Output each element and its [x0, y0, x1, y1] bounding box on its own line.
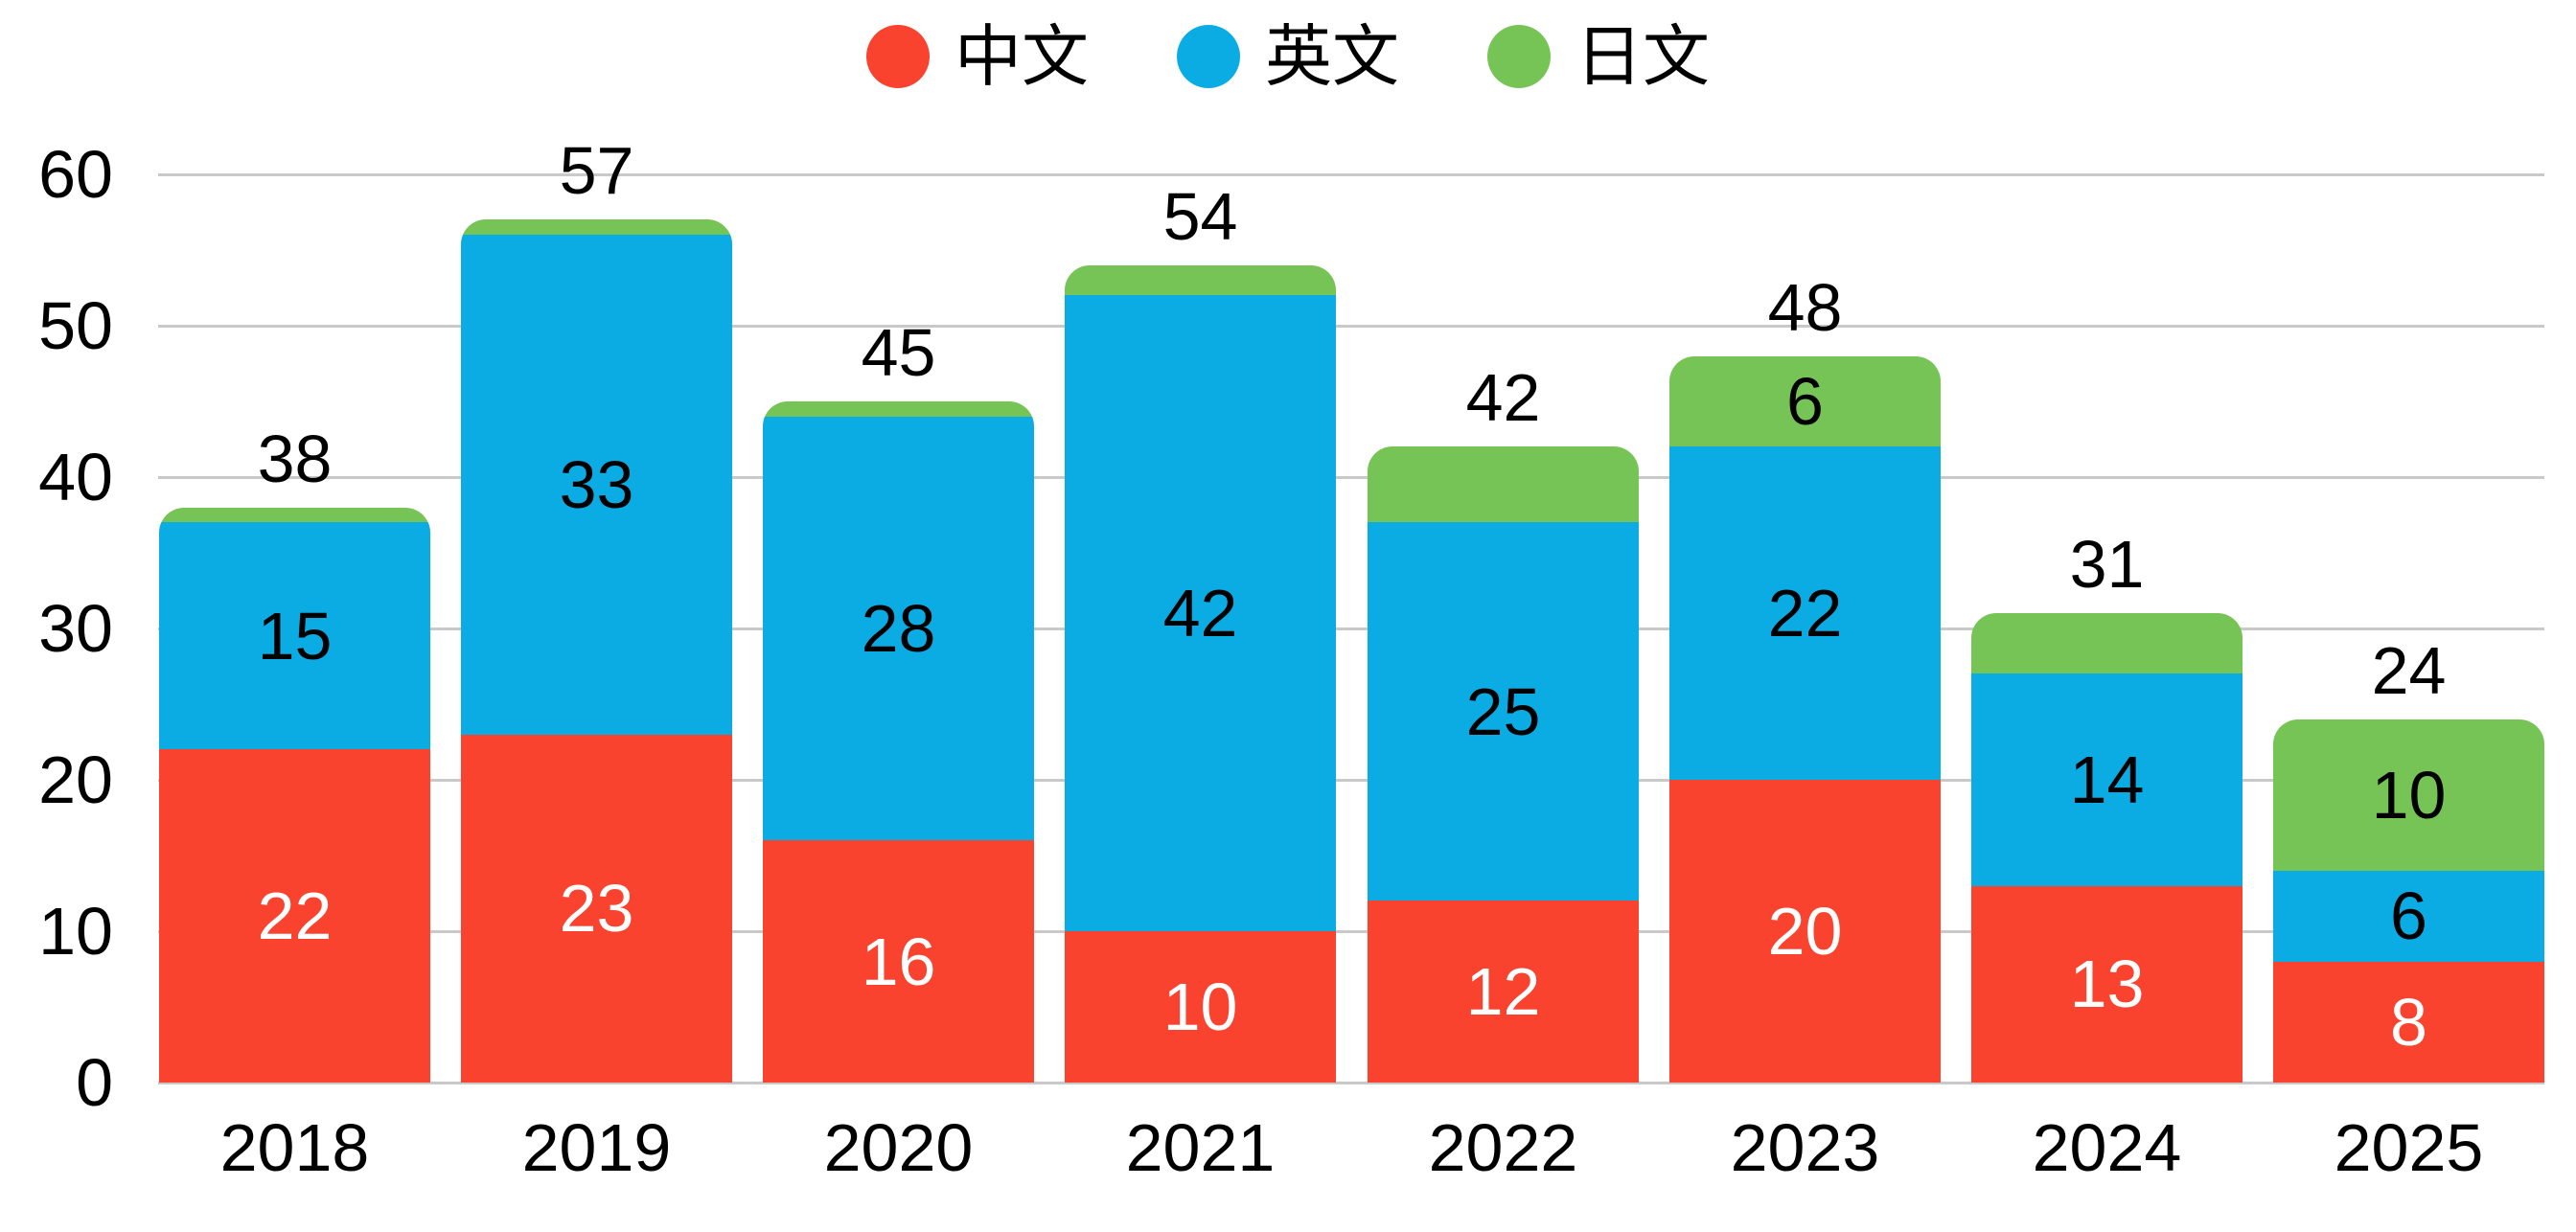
x-axis-category-label-2020: 2020: [823, 1110, 974, 1185]
segment-value-label: 14: [2069, 741, 2145, 817]
segment-value-label: 42: [1162, 576, 1238, 651]
segment-value-label: 20: [1767, 893, 1843, 969]
y-axis-tick-label-20: 20: [38, 742, 113, 817]
gridline-y-0: [158, 1081, 2544, 1084]
segment-value-label: 13: [2069, 947, 2145, 1022]
bar-2021-segment-ja: [1065, 264, 1336, 296]
bar-2022-segment-ja: [1368, 446, 1639, 523]
bar-2022-segment-zh: 12: [1368, 901, 1639, 1083]
bar-total-label-2019: 57: [559, 133, 634, 209]
legend-label-ja: 日文: [1576, 19, 1710, 94]
segment-value-label: 12: [1465, 954, 1541, 1030]
gridline-y-20: [158, 778, 2544, 782]
bar-2018-segment-ja: [159, 507, 430, 523]
legend-color-dot-en: [1177, 25, 1240, 88]
legend-label-zh: 中文: [954, 19, 1089, 94]
legend-item-ja[interactable]: 日文: [1487, 21, 1710, 92]
chart-legend: 中文 英文 日文: [0, 21, 2576, 92]
bar-total-label-2025: 24: [2371, 632, 2447, 708]
x-axis-category-label-2023: 2023: [1730, 1110, 1880, 1185]
bar-2020-segment-en: 28: [763, 416, 1034, 841]
legend-item-en[interactable]: 英文: [1177, 21, 1399, 92]
bar-2025-segment-ja: 10: [2273, 719, 2544, 871]
segment-value-label: 33: [559, 446, 634, 522]
legend-item-zh[interactable]: 中文: [866, 21, 1089, 92]
segment-value-label: 6: [1786, 363, 1824, 439]
bar-2019-segment-zh: 23: [461, 734, 732, 1083]
bar-2021-segment-en: 42: [1065, 295, 1336, 931]
x-axis-category-label-2018: 2018: [219, 1110, 370, 1185]
bar-2024-segment-zh: 13: [1971, 885, 2242, 1083]
gridline-y-60: [158, 172, 2544, 176]
bar-2023-segment-zh: 20: [1669, 779, 1941, 1083]
segment-value-label: 15: [257, 598, 333, 673]
bar-2019-segment-en: 33: [461, 235, 732, 735]
segment-value-label: 10: [1162, 969, 1238, 1044]
bar-2018: 15 22: [159, 507, 430, 1083]
bar-2018-segment-en: 15: [159, 522, 430, 750]
bar-2024-segment-ja: [1971, 613, 2242, 674]
segment-value-label: 6: [2390, 878, 2427, 954]
gridline-y-10: [158, 929, 2544, 933]
gridline-y-40: [158, 475, 2544, 479]
bar-2023-segment-ja: 6: [1669, 355, 1941, 447]
x-axis-category-label-2024: 2024: [2032, 1110, 2182, 1185]
segment-value-label: 23: [559, 871, 634, 947]
legend-label-en: 英文: [1265, 19, 1399, 94]
gridline-y-30: [158, 627, 2544, 630]
bar-2020-segment-zh: 16: [763, 840, 1034, 1083]
bar-total-label-2023: 48: [1767, 269, 1843, 345]
y-axis-tick-label-30: 30: [38, 591, 113, 666]
gridline-y-50: [158, 324, 2544, 328]
segment-value-label: 8: [2390, 984, 2427, 1060]
bar-2022-segment-en: 25: [1368, 522, 1639, 901]
y-axis-tick-label-0: 0: [76, 1045, 113, 1120]
x-axis-category-label-2025: 2025: [2334, 1110, 2484, 1185]
bar-total-label-2021: 54: [1162, 178, 1238, 254]
bar-total-label-2022: 42: [1465, 360, 1541, 436]
bar-2018-segment-zh: 22: [159, 749, 430, 1083]
legend-color-dot-zh: [866, 25, 930, 88]
x-axis-category-label-2021: 2021: [1125, 1110, 1276, 1185]
bar-2019: 33 23: [461, 219, 732, 1083]
segment-value-label: 22: [1767, 576, 1843, 651]
bar-2025-segment-en: 6: [2273, 870, 2544, 962]
legend-color-dot-ja: [1487, 25, 1551, 88]
bar-2025: 10 6 8: [2273, 719, 2544, 1083]
bar-2024-segment-en: 14: [1971, 673, 2242, 886]
bar-2019-segment-ja: [461, 219, 732, 236]
bar-total-label-2020: 45: [861, 315, 936, 390]
bar-2025-segment-zh: 8: [2273, 961, 2544, 1083]
segment-value-label: 28: [861, 590, 936, 666]
x-axis-category-label-2022: 2022: [1428, 1110, 1578, 1185]
bar-2021-segment-zh: 10: [1065, 930, 1336, 1083]
x-axis-category-label-2019: 2019: [521, 1110, 672, 1185]
bar-2020-segment-ja: [763, 401, 1034, 417]
y-axis-tick-label-40: 40: [38, 440, 113, 514]
segment-value-label: 10: [2371, 757, 2447, 833]
bar-2020: 28 16: [763, 401, 1034, 1083]
segment-value-label: 16: [861, 924, 936, 999]
bar-2023-segment-en: 22: [1669, 446, 1941, 780]
bar-2022: 25 12: [1368, 446, 1639, 1083]
bar-2024: 14 13: [1971, 613, 2242, 1083]
y-axis-tick-label-10: 10: [38, 894, 113, 969]
bar-2023: 6 22 20: [1669, 355, 1941, 1083]
y-axis-tick-label-60: 60: [38, 137, 113, 212]
bar-total-label-2018: 38: [257, 421, 333, 496]
bar-2021: 42 10: [1065, 264, 1336, 1083]
segment-value-label: 25: [1465, 673, 1541, 749]
y-axis-tick-label-50: 50: [38, 288, 113, 363]
bar-total-label-2024: 31: [2069, 527, 2145, 603]
segment-value-label: 22: [257, 878, 333, 954]
